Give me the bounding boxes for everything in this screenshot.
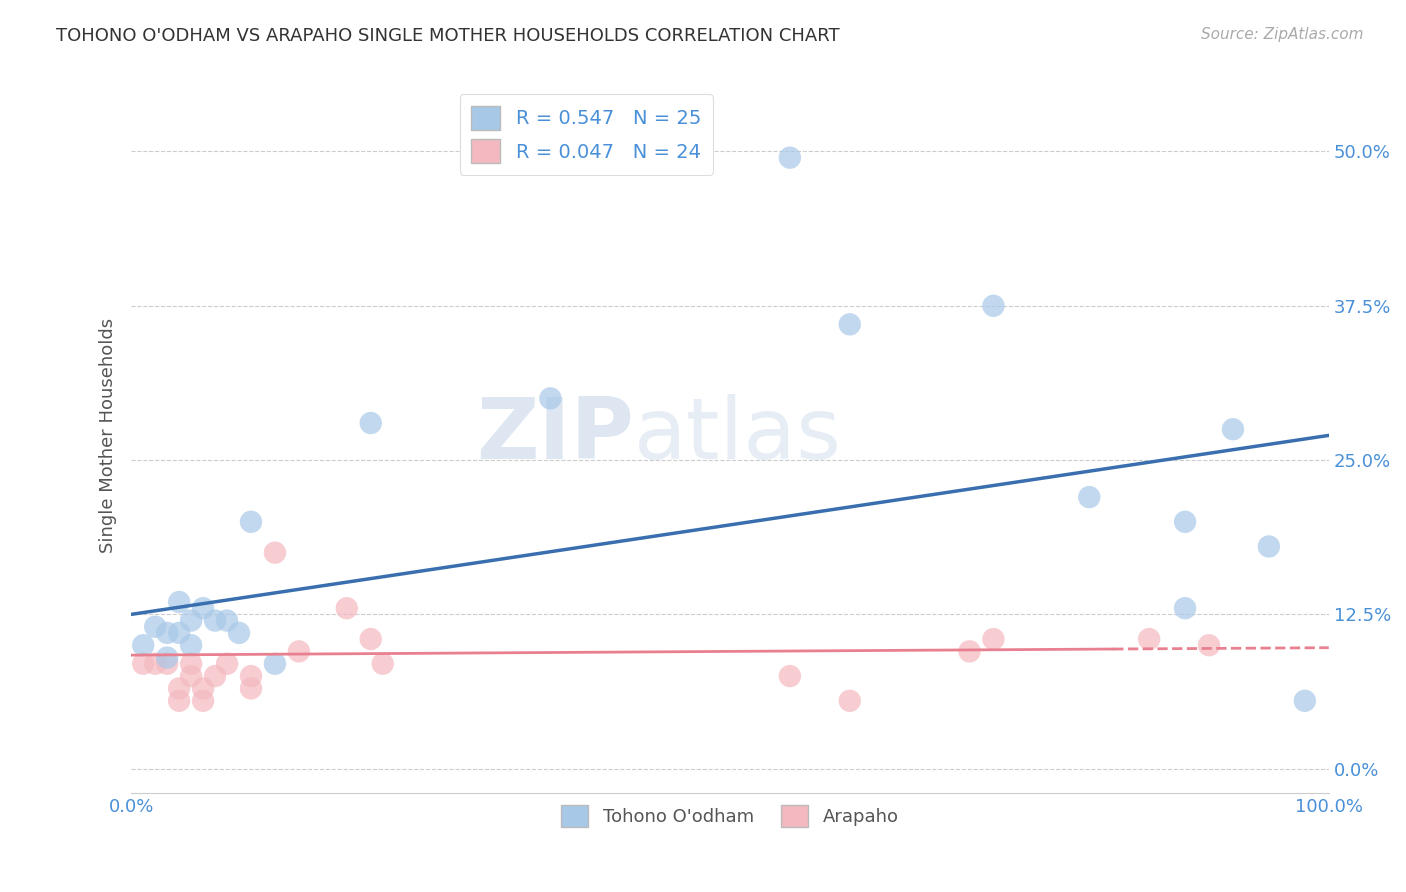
- Point: [228, 626, 250, 640]
- Point: [191, 694, 214, 708]
- Point: [1198, 638, 1220, 652]
- Point: [204, 669, 226, 683]
- Point: [779, 669, 801, 683]
- Point: [156, 650, 179, 665]
- Point: [371, 657, 394, 671]
- Point: [360, 416, 382, 430]
- Point: [1222, 422, 1244, 436]
- Point: [1137, 632, 1160, 646]
- Point: [983, 632, 1005, 646]
- Legend: Tohono O'odham, Arapaho: Tohono O'odham, Arapaho: [554, 798, 905, 834]
- Point: [779, 151, 801, 165]
- Point: [167, 595, 190, 609]
- Point: [143, 620, 166, 634]
- Point: [264, 657, 287, 671]
- Point: [215, 614, 238, 628]
- Point: [360, 632, 382, 646]
- Point: [132, 657, 155, 671]
- Point: [132, 638, 155, 652]
- Point: [240, 669, 263, 683]
- Point: [983, 299, 1005, 313]
- Point: [1294, 694, 1316, 708]
- Point: [959, 644, 981, 658]
- Point: [215, 657, 238, 671]
- Point: [180, 638, 202, 652]
- Point: [288, 644, 311, 658]
- Point: [180, 614, 202, 628]
- Text: Source: ZipAtlas.com: Source: ZipAtlas.com: [1201, 27, 1364, 42]
- Point: [838, 694, 860, 708]
- Point: [191, 681, 214, 696]
- Point: [336, 601, 359, 615]
- Point: [1174, 515, 1197, 529]
- Text: ZIP: ZIP: [477, 394, 634, 477]
- Point: [264, 546, 287, 560]
- Point: [167, 681, 190, 696]
- Point: [1174, 601, 1197, 615]
- Point: [156, 626, 179, 640]
- Point: [167, 694, 190, 708]
- Y-axis label: Single Mother Households: Single Mother Households: [100, 318, 117, 553]
- Point: [180, 669, 202, 683]
- Point: [167, 626, 190, 640]
- Point: [180, 657, 202, 671]
- Point: [1257, 540, 1279, 554]
- Text: TOHONO O'ODHAM VS ARAPAHO SINGLE MOTHER HOUSEHOLDS CORRELATION CHART: TOHONO O'ODHAM VS ARAPAHO SINGLE MOTHER …: [56, 27, 839, 45]
- Point: [156, 657, 179, 671]
- Point: [240, 681, 263, 696]
- Point: [143, 657, 166, 671]
- Point: [838, 318, 860, 332]
- Point: [204, 614, 226, 628]
- Point: [191, 601, 214, 615]
- Point: [538, 392, 561, 406]
- Point: [1078, 490, 1101, 504]
- Text: atlas: atlas: [634, 394, 842, 477]
- Point: [240, 515, 263, 529]
